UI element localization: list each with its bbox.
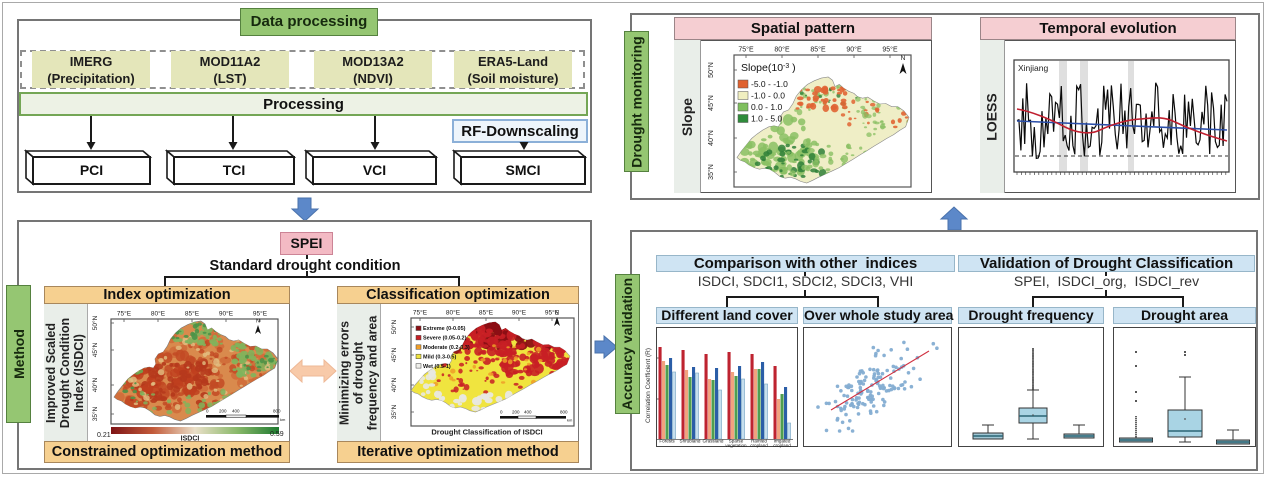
svg-text:35°N: 35°N: [91, 406, 99, 421]
svg-text:40°N: 40°N: [707, 130, 715, 146]
svg-text:Mild (0.3-0.5): Mild (0.3-0.5): [423, 354, 456, 360]
svg-text:cropland: cropland: [773, 443, 791, 448]
svg-text:1.0 - 5.0: 1.0 - 5.0: [751, 114, 782, 124]
svg-text:Slope(10-3 ): Slope(10-3 ): [741, 62, 796, 74]
svg-text:95°E: 95°E: [545, 309, 560, 317]
svg-text:Grassland: Grassland: [703, 438, 724, 443]
svg-text:50°N: 50°N: [390, 319, 398, 334]
svg-text:80°E: 80°E: [774, 46, 790, 54]
svg-text:0.59: 0.59: [270, 431, 284, 438]
svg-text:Xinjiang: Xinjiang: [1018, 63, 1049, 73]
svg-text:Rainfed: Rainfed: [751, 438, 767, 443]
svg-text:95°E: 95°E: [882, 46, 898, 54]
svg-text:N: N: [256, 319, 260, 325]
svg-text:50°N: 50°N: [707, 62, 715, 78]
svg-text:75°E: 75°E: [738, 46, 754, 54]
svg-text:35°N: 35°N: [390, 404, 398, 419]
svg-text:Sparse: Sparse: [729, 438, 744, 443]
svg-text:50°N: 50°N: [91, 315, 99, 330]
svg-text:45°N: 45°N: [91, 342, 99, 357]
svg-text:200: 200: [512, 410, 520, 415]
svg-text:km: km: [280, 417, 286, 422]
svg-text:vegetation: vegetation: [725, 443, 747, 448]
svg-text:75°E: 75°E: [413, 309, 428, 317]
svg-text:ISDCI: ISDCI: [181, 436, 200, 443]
svg-text:80°E: 80°E: [446, 309, 461, 317]
svg-text:N: N: [901, 55, 906, 62]
svg-text:95°E: 95°E: [253, 310, 268, 318]
svg-text:40°N: 40°N: [390, 377, 398, 392]
svg-text:Shrubland: Shrubland: [680, 438, 701, 443]
svg-text:N: N: [555, 311, 559, 317]
svg-text:90°E: 90°E: [219, 310, 234, 318]
svg-text:0.0 - 1.0: 0.0 - 1.0: [751, 102, 782, 112]
svg-text:0: 0: [206, 409, 209, 414]
svg-text:85°E: 85°E: [810, 46, 826, 54]
svg-text:400: 400: [524, 410, 532, 415]
svg-text:80°E: 80°E: [151, 310, 166, 318]
svg-text:cropland: cropland: [750, 443, 768, 448]
svg-text:800: 800: [560, 410, 568, 415]
svg-text:800: 800: [273, 409, 281, 414]
svg-text:km: km: [567, 418, 573, 423]
svg-text:Severe (0.05-0.2): Severe (0.05-0.2): [423, 336, 467, 342]
svg-text:90°E: 90°E: [512, 309, 527, 317]
svg-text:Extreme (0-0.05): Extreme (0-0.05): [423, 326, 466, 332]
svg-text:35°N: 35°N: [707, 164, 715, 180]
svg-text:85°E: 85°E: [479, 309, 494, 317]
svg-text:Wet (0.5-1): Wet (0.5-1): [423, 364, 451, 370]
svg-text:Drought Classification of ISDC: Drought Classification of ISDCI: [431, 428, 542, 437]
svg-text:200: 200: [219, 409, 227, 414]
svg-text:90°E: 90°E: [846, 46, 862, 54]
svg-text:-5.0 - -1.0: -5.0 - -1.0: [751, 79, 788, 89]
svg-text:Moderate (0.2-0.3): Moderate (0.2-0.3): [423, 345, 470, 351]
svg-text:-1.0 - 0.0: -1.0 - 0.0: [751, 91, 785, 101]
svg-text:Irrigated: Irrigated: [774, 438, 791, 443]
svg-text:0.21: 0.21: [97, 432, 111, 439]
svg-text:Forests: Forests: [659, 438, 675, 443]
svg-text:0: 0: [500, 410, 503, 415]
svg-text:40°N: 40°N: [91, 377, 99, 392]
svg-text:85°E: 85°E: [185, 310, 200, 318]
svg-text:400: 400: [232, 409, 240, 414]
svg-text:75°E: 75°E: [117, 310, 132, 318]
svg-text:45°N: 45°N: [707, 95, 715, 111]
svg-text:45°N: 45°N: [390, 347, 398, 362]
